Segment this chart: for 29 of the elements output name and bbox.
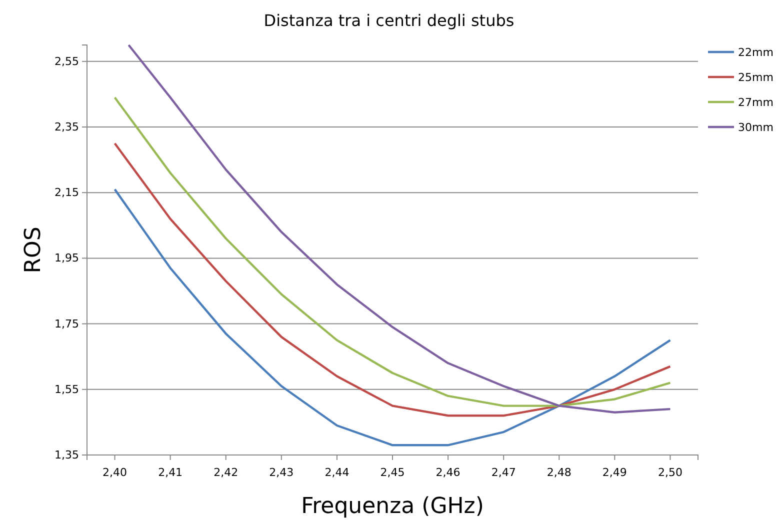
y-tick-label: 2,55	[54, 54, 79, 68]
x-tick-label: 2,46	[436, 466, 460, 480]
y-tick-label: 1,95	[54, 252, 79, 265]
x-tick-label: 2,49	[602, 466, 627, 480]
legend-label: 27mm	[738, 96, 774, 109]
x-tick-label: 2,40	[102, 466, 128, 480]
x-tick-label: 2,50	[658, 466, 682, 480]
chart-title: Distanza tra i centri degli stubs	[264, 11, 514, 30]
x-tick-label: 2,48	[546, 466, 572, 480]
legend-label: 30mm	[738, 121, 774, 134]
line-series	[128, 44, 672, 414]
x-tick-label: 2,47	[491, 466, 516, 480]
legend-label: 22mm	[738, 46, 774, 59]
line-series	[114, 142, 672, 417]
line-series	[114, 96, 672, 407]
x-tick-label: 2,44	[324, 466, 350, 480]
y-tick-label: 1,35	[54, 448, 79, 462]
y-tick-label: 1,75	[54, 317, 79, 330]
x-tick-label: 2,43	[269, 466, 294, 480]
y-tick-label: 1,55	[54, 382, 79, 396]
x-axis-title: Frequenza (GHz)	[301, 494, 484, 519]
y-axis-title: ROS	[21, 226, 46, 274]
line-series	[114, 188, 672, 446]
y-tick-label: 2,15	[54, 186, 79, 200]
y-tick-label: 2,35	[54, 120, 79, 134]
x-tick-label: 2,41	[158, 466, 183, 480]
x-tick-label: 2,42	[214, 466, 238, 480]
legend-label: 25mm	[738, 71, 774, 84]
x-tick-label: 2,45	[380, 466, 405, 480]
